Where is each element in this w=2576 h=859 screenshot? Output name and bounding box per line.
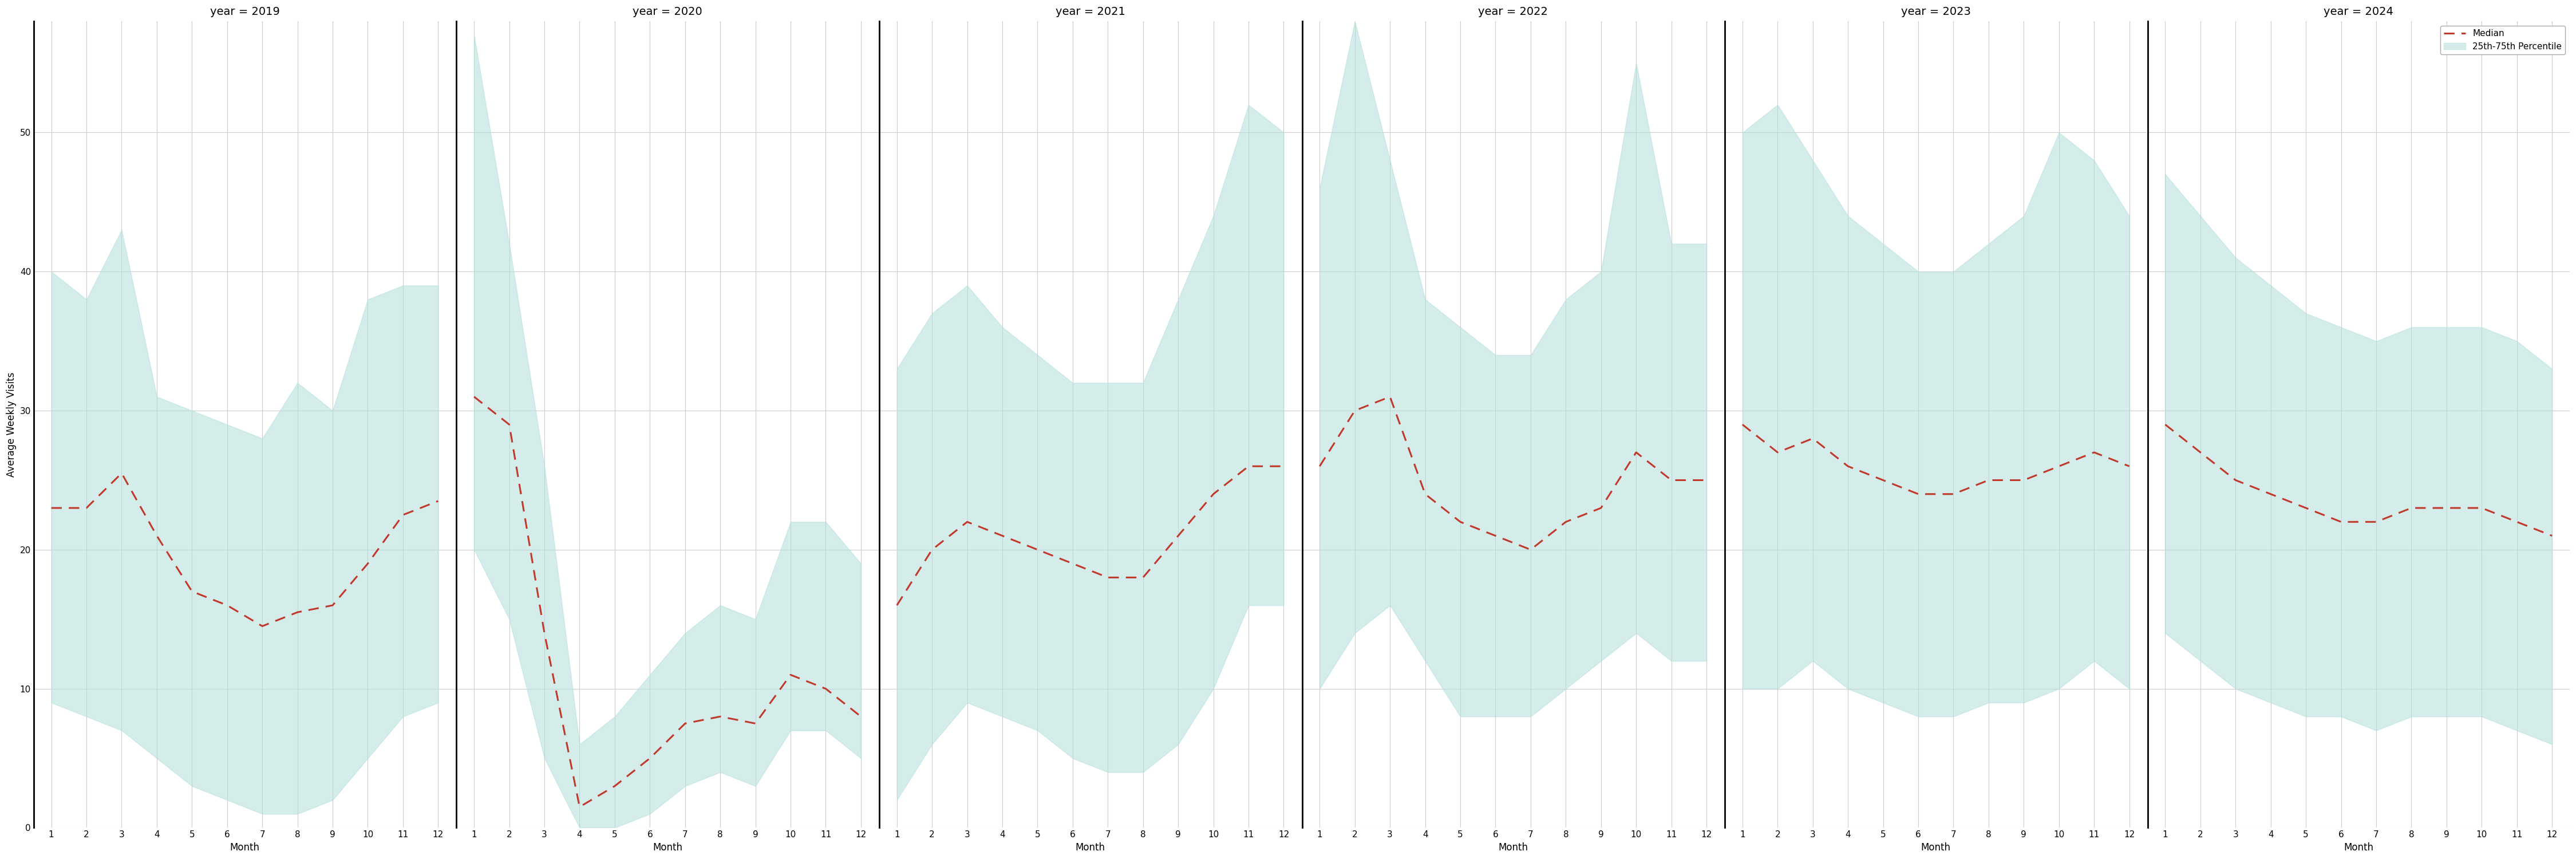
X-axis label: Month: Month <box>1922 843 1950 853</box>
X-axis label: Month: Month <box>2344 843 2372 853</box>
Title: year = 2022: year = 2022 <box>1479 6 1548 17</box>
Title: year = 2021: year = 2021 <box>1056 6 1126 17</box>
Title: year = 2024: year = 2024 <box>2324 6 2393 17</box>
Y-axis label: Average Weekly Visits: Average Weekly Visits <box>5 372 15 477</box>
X-axis label: Month: Month <box>229 843 260 853</box>
Title: year = 2019: year = 2019 <box>209 6 281 17</box>
Title: year = 2020: year = 2020 <box>634 6 703 17</box>
X-axis label: Month: Month <box>652 843 683 853</box>
X-axis label: Month: Month <box>1499 843 1528 853</box>
X-axis label: Month: Month <box>1074 843 1105 853</box>
Legend: Median, 25th-75th Percentile: Median, 25th-75th Percentile <box>2439 26 2566 54</box>
Title: year = 2023: year = 2023 <box>1901 6 1971 17</box>
